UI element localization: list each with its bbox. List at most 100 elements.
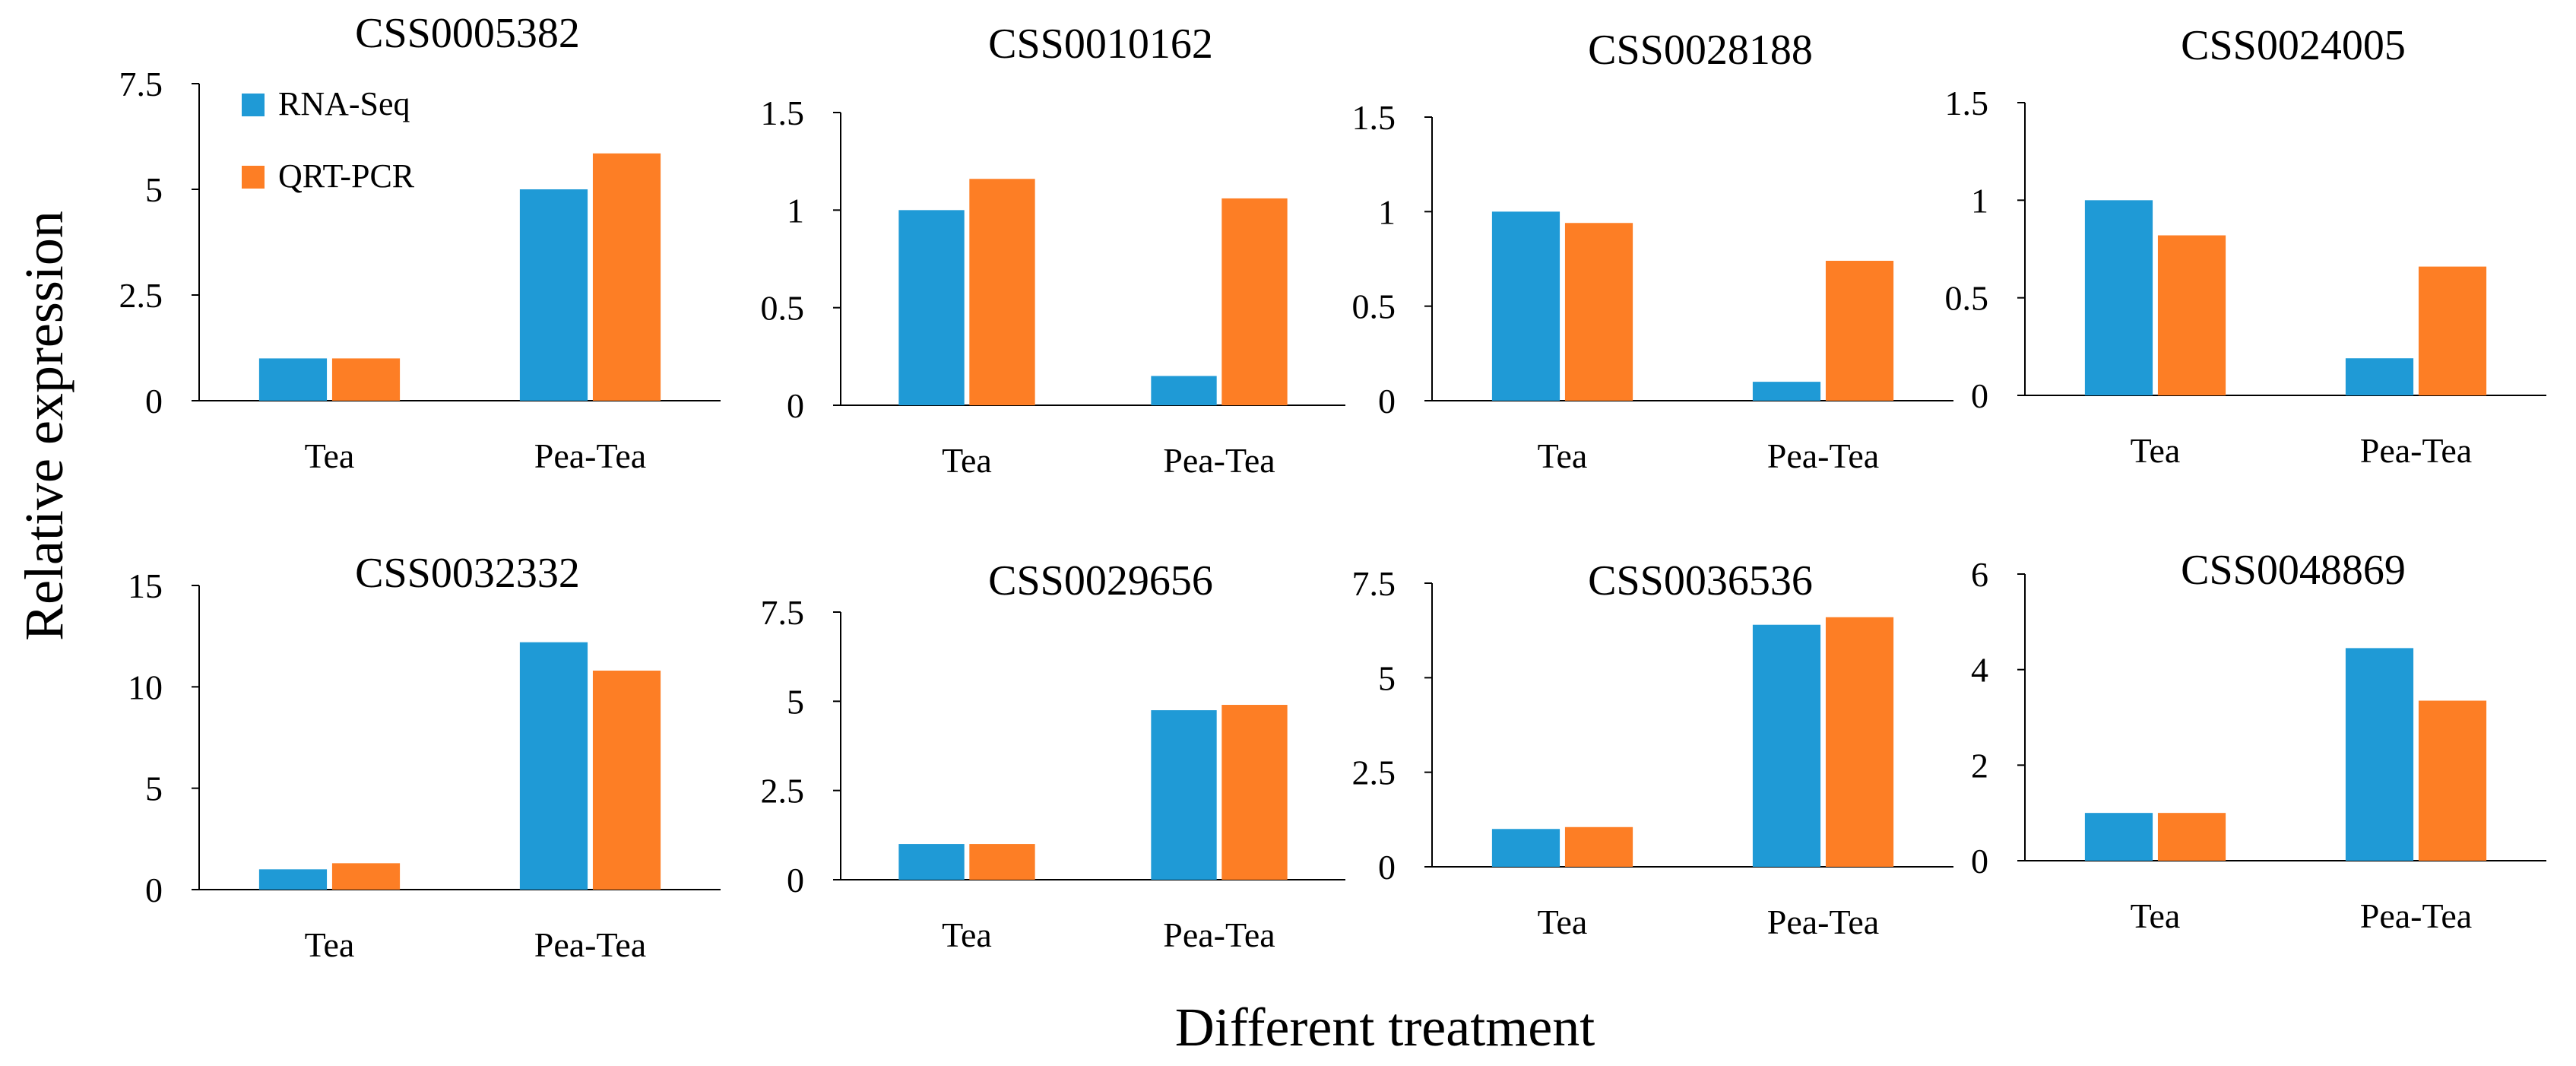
y-tick-label: 2.5 (761, 772, 805, 811)
y-tick-label: 7.5 (761, 593, 805, 632)
x-category-label: Pea-Tea (534, 925, 646, 964)
bar-rna-seq (2345, 648, 2414, 861)
x-category-label: Pea-Tea (2360, 896, 2472, 935)
y-tick-label: 5 (145, 769, 163, 808)
legend-swatch (242, 94, 265, 116)
chart-panel: CSS0048869 0 2 4 6 Tea Pea-Tea (1971, 547, 2546, 935)
y-tick-label: 6 (1971, 555, 1988, 594)
bar-rna-seq (1151, 710, 1217, 880)
chart-panels: CSS0005382 0 2.5 5 7.5 Tea Pea-Tea CSS0010162 0 0… (119, 10, 2546, 964)
y-tick-label: 7.5 (119, 65, 163, 103)
bar-qrt-pcr (592, 153, 661, 401)
bar-qrt-pcr (1825, 260, 1894, 401)
y-tick-label: 5 (787, 682, 804, 721)
x-category-label: Tea (942, 915, 992, 954)
bar-qrt-pcr (2418, 700, 2487, 861)
chart-panel: CSS0036536 0 2.5 5 7.5 Tea Pea-Tea (1352, 557, 1953, 941)
bar-rna-seq (519, 642, 588, 890)
y-tick-label: 0.5 (1352, 287, 1396, 326)
x-category-label: Tea (2131, 431, 2181, 470)
x-category-label: Tea (305, 436, 355, 475)
bar-qrt-pcr (331, 358, 401, 401)
y-tick-label: 15 (128, 566, 163, 605)
chart-panel: CSS0029656 0 2.5 5 7.5 Tea Pea-Tea (761, 557, 1345, 954)
y-tick-label: 0 (1971, 842, 1988, 880)
x-category-label: Pea-Tea (1163, 915, 1275, 954)
y-tick-label: 5 (145, 170, 163, 209)
x-axis-title: Different treatment (1175, 997, 1595, 1058)
y-tick-label: 1 (1378, 192, 1396, 231)
bar-rna-seq (2084, 813, 2153, 861)
x-category-label: Tea (1538, 903, 1588, 941)
y-tick-label: 0 (787, 386, 804, 425)
bar-rna-seq (258, 358, 328, 401)
y-tick-label: 7.5 (1352, 564, 1396, 603)
y-tick-label: 5 (1378, 658, 1396, 697)
x-category-label: Tea (1538, 436, 1588, 475)
bar-rna-seq (1752, 382, 1821, 401)
bar-rna-seq (1491, 829, 1560, 867)
y-tick-label: 0.5 (1945, 279, 1989, 318)
bar-rna-seq (2084, 200, 2153, 395)
y-tick-label: 1.5 (761, 94, 805, 132)
x-category-label: Tea (2131, 896, 2181, 935)
bar-qrt-pcr (1221, 198, 1288, 405)
y-tick-label: 0 (787, 861, 804, 899)
legend-label: QRT-PCR (278, 157, 415, 195)
panel-title: CSS0010162 (988, 21, 1213, 68)
panel-title: CSS0028188 (1588, 27, 1813, 74)
bar-rna-seq (898, 844, 965, 880)
chart-panel: CSS0010162 0 0.5 1 1.5 Tea Pea-Tea (761, 21, 1345, 480)
y-tick-label: 0 (145, 382, 163, 420)
y-tick-label: 0 (1971, 376, 1988, 415)
panel-title: CSS0036536 (1588, 557, 1813, 604)
chart-panel: CSS0028188 0 0.5 1 1.5 Tea Pea-Tea (1352, 27, 1953, 475)
panel-title: CSS0048869 (2181, 547, 2406, 594)
panel-title: CSS0005382 (355, 10, 580, 57)
bar-qrt-pcr (331, 863, 401, 890)
bar-qrt-pcr (1221, 705, 1288, 880)
bar-rna-seq (258, 869, 328, 890)
bar-qrt-pcr (1825, 617, 1894, 867)
y-tick-label: 0 (1378, 382, 1396, 420)
bar-qrt-pcr (2418, 266, 2487, 395)
x-category-label: Pea-Tea (1767, 903, 1879, 941)
y-tick-label: 2.5 (1352, 753, 1396, 792)
y-tick-label: 2 (1971, 746, 1988, 785)
panel-title: CSS0024005 (2181, 22, 2406, 69)
y-tick-label: 1.5 (1352, 98, 1396, 137)
y-tick-label: 4 (1971, 651, 1988, 690)
bar-qrt-pcr (969, 844, 1035, 880)
bar-qrt-pcr (2157, 235, 2226, 395)
legend: RNA-Seq QRT-PCR (242, 85, 415, 195)
chart-panel: CSS0024005 0 0.5 1 1.5 Tea Pea-Tea (1945, 22, 2546, 470)
bar-qrt-pcr (969, 179, 1035, 405)
bar-qrt-pcr (2157, 813, 2226, 861)
x-category-label: Tea (942, 441, 992, 480)
bar-rna-seq (1151, 376, 1217, 405)
bar-rna-seq (519, 189, 588, 401)
y-tick-label: 0 (145, 871, 163, 909)
x-category-label: Tea (305, 925, 355, 964)
bar-qrt-pcr (592, 671, 661, 890)
legend-swatch (242, 166, 265, 189)
panel-title: CSS0029656 (988, 557, 1213, 604)
x-category-label: Pea-Tea (2360, 431, 2472, 470)
bar-rna-seq (2345, 358, 2414, 395)
bar-rna-seq (1752, 624, 1821, 867)
legend-label: RNA-Seq (278, 85, 410, 122)
bar-qrt-pcr (1564, 223, 1633, 401)
y-tick-label: 0.5 (761, 289, 805, 328)
y-axis-title: Relative expression (14, 211, 74, 641)
y-tick-label: 10 (128, 668, 163, 706)
y-tick-label: 0 (1378, 848, 1396, 887)
y-tick-label: 2.5 (119, 276, 163, 315)
bar-rna-seq (898, 210, 965, 405)
panel-title: CSS0032332 (355, 550, 580, 597)
chart-panel: CSS0032332 0 5 10 15 Tea Pea-Tea (128, 550, 721, 964)
x-category-label: Pea-Tea (534, 436, 646, 475)
bar-qrt-pcr (1564, 826, 1633, 867)
x-category-label: Pea-Tea (1163, 441, 1275, 480)
bar-rna-seq (1491, 211, 1560, 401)
chart-panel: CSS0005382 0 2.5 5 7.5 Tea Pea-Tea (119, 10, 721, 475)
